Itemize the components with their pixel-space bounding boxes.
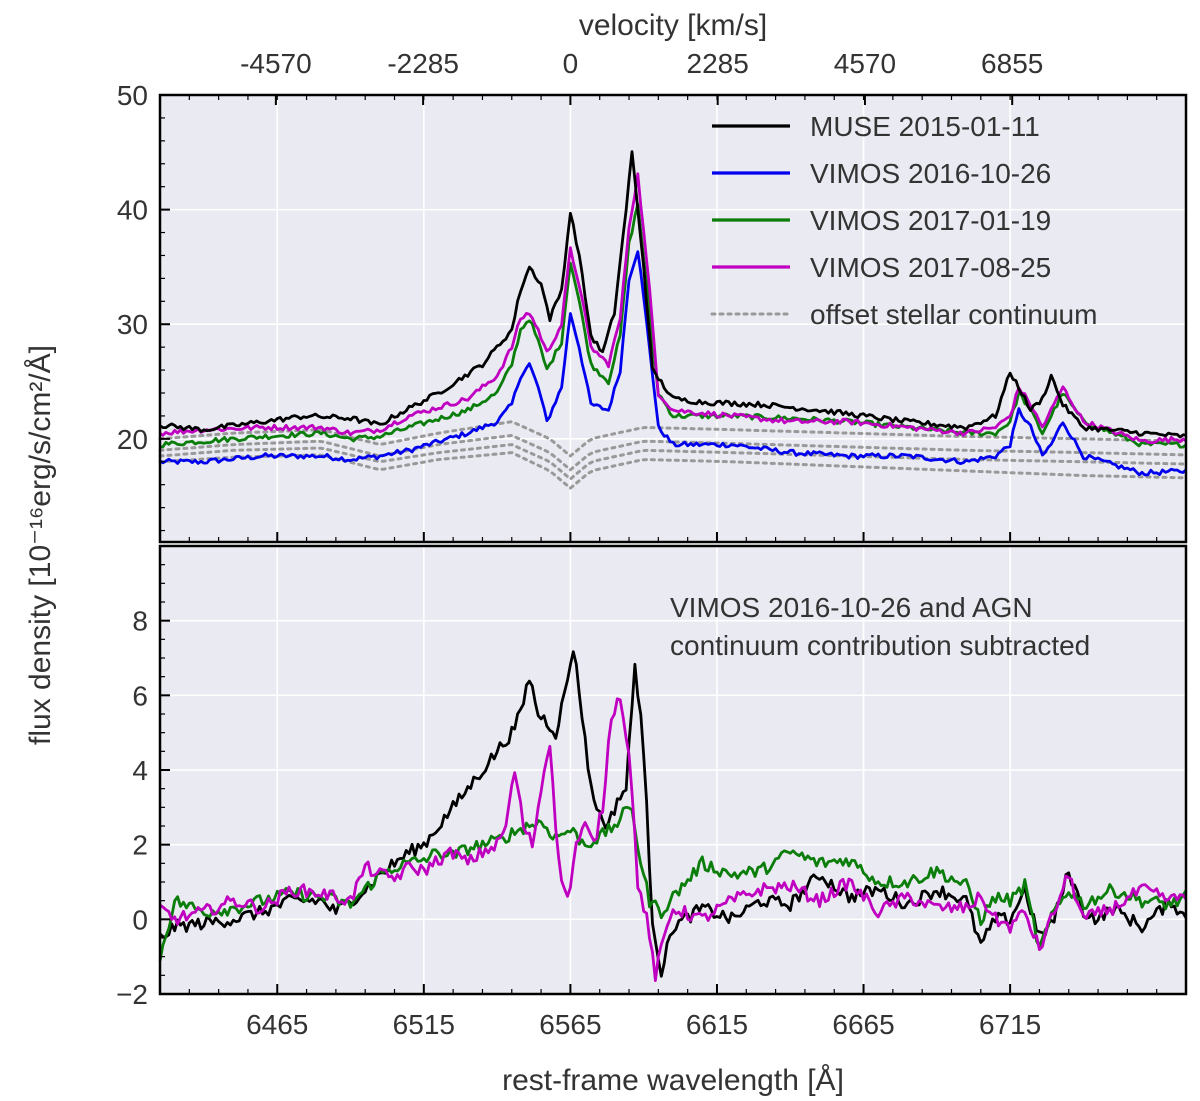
velocity-tick-label: 2285 [687, 48, 749, 79]
bottom-panel-frame [158, 544, 1188, 996]
bottom-xtick-label: 6565 [539, 1009, 601, 1040]
legend-label: MUSE 2015-01-11 [810, 111, 1040, 142]
top-panel-ticks: 20 30 40 50 -4570 -2285 0 2285 4570 6855 [117, 48, 1187, 542]
bottom-xtick-label: 6465 [246, 1009, 308, 1040]
top-series-vimos-2017-08-25 [159, 172, 1187, 445]
bottom-ytick-label: 8 [132, 606, 148, 637]
top-ytick-label: 30 [117, 309, 148, 340]
bottom-xtick-label: 6515 [393, 1009, 455, 1040]
bottom-series-vimos-2017-01-19-minus-vimos-2016-10-26 [158, 805, 1188, 962]
bottom-series-vimos-2017-08-25-minus-vimos-2016-10-26 [159, 697, 1188, 982]
x-axis-title: rest-frame wavelength [Å] [502, 1064, 844, 1097]
velocity-tick-label: 4570 [834, 48, 896, 79]
bottom-xtick-label: 6715 [979, 1009, 1041, 1040]
top-series-muse-2015-01-11 [159, 150, 1187, 439]
legend-label: VIMOS 2017-08-25 [810, 252, 1051, 283]
bottom-ytick-label: 4 [132, 755, 148, 786]
y-axis-title: flux density [10⁻¹⁶erg/s/cm²/Å] [24, 345, 57, 745]
top-panel-series [158, 150, 1188, 490]
bottom-ytick-label: 2 [132, 830, 148, 861]
top-series-vimos-2016-10-26 [159, 250, 1187, 477]
legend-label: VIMOS 2017-01-19 [810, 205, 1051, 236]
bottom-ytick-label: 0 [132, 904, 148, 935]
bottom-xtick-label: 6665 [832, 1009, 894, 1040]
bottom-annotation-line-1: VIMOS 2016-10-26 and AGN [670, 592, 1033, 623]
top-series-vimos-2017-01-19 [159, 202, 1187, 449]
top-ytick-label: 50 [117, 80, 148, 111]
top-ytick-label: 40 [117, 195, 148, 226]
bottom-annotation-line-2: continuum contribution subtracted [670, 630, 1090, 661]
top-axis-title: velocity [km/s] [579, 9, 767, 42]
bottom-xtick-label: 6615 [686, 1009, 748, 1040]
top-series-offset-stellar-continuum-1 [158, 420, 1188, 458]
top-panel-legend: MUSE 2015-01-11 VIMOS 2016-10-26 VIMOS 201… [710, 111, 1097, 330]
legend-label: offset stellar continuum [810, 299, 1097, 330]
bottom-panel: 6465 6515 6565 6615 6665 6715 −2 0 2 4 6 8 VIMOS 20… [116, 544, 1188, 1040]
velocity-tick-label: -2285 [387, 48, 459, 79]
velocity-tick-label: 6855 [981, 48, 1043, 79]
velocity-tick-label: -4570 [240, 48, 312, 79]
legend-label: VIMOS 2016-10-26 [810, 158, 1051, 189]
bottom-ytick-label: 6 [132, 680, 148, 711]
bottom-series-muse-2015-01-11-minus-vimos-2016-10-26 [159, 650, 1188, 978]
top-panel-background [160, 95, 1186, 542]
bottom-panel-series [158, 650, 1188, 982]
top-series-offset-stellar-continuum-3 [158, 443, 1188, 481]
top-series-offset-stellar-continuum-2 [158, 433, 1188, 472]
top-panel-grid [160, 94, 1186, 542]
top-ytick-label: 20 [117, 424, 148, 455]
bottom-ytick-label: −2 [116, 979, 148, 1010]
top-panel-frame [158, 93, 1188, 544]
velocity-tick-label: 0 [563, 48, 579, 79]
top-panel: 20 30 40 50 -4570 -2285 0 2285 4570 6855 velocity… [117, 9, 1188, 544]
